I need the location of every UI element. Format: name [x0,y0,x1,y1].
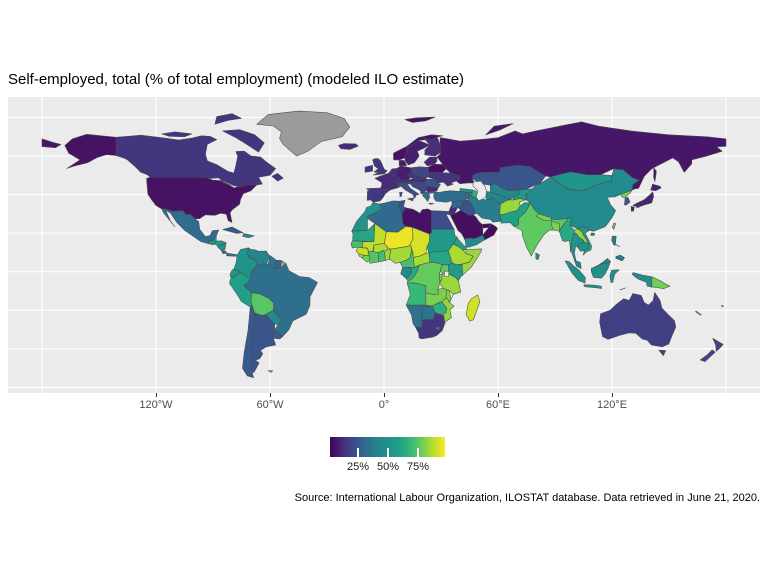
x-tick-label: 60°E [486,399,510,411]
country-nicaragua [217,242,227,251]
country-senegal [350,240,364,249]
country-greece [422,191,435,205]
country-japan [630,183,662,212]
country-papua-new-guinea [651,276,671,289]
country-madagascar [465,294,481,322]
country-saudi-arabia [450,209,484,241]
lake-caspian-sea [472,180,487,202]
country-burkina-faso [373,243,389,253]
country-cuba [222,226,244,234]
x-tick-mark [384,393,385,397]
country-south-korea [624,197,631,206]
legend-label: 50% [376,461,400,473]
legend-colorbar [330,437,445,457]
country-taiwan [611,222,617,230]
country-baltics [423,156,438,167]
country-canada [115,113,284,189]
country-balkans [409,180,428,195]
country-finland [423,136,442,157]
country-greenland [256,110,351,157]
country-ukraine [426,171,461,187]
country-egypt [431,210,455,230]
country-iceland [338,143,359,150]
country-gabon [400,267,412,280]
country-guinea [355,246,370,256]
country-iran [467,194,502,223]
country-botswana [421,305,436,320]
map-panel [8,97,760,393]
country-australia [599,292,677,357]
legend-tick [387,448,390,457]
country-lesotho [435,326,440,331]
country-paraguay [265,310,282,325]
country-sweden [404,139,430,166]
country-south-africa [415,312,446,340]
country-italy [397,181,420,202]
x-tick-mark [498,393,499,397]
x-tick-label: 120°E [596,399,628,411]
x-tick-mark [270,393,271,397]
country-ireland [364,164,373,173]
legend-tick [417,448,420,457]
country-malaysia [573,258,611,270]
country-czech-slovakia [406,173,428,180]
country-philippines [611,235,625,262]
x-tick-mark [612,393,613,397]
country-falkland-islands [267,370,274,373]
country-oman [482,223,498,240]
legend-tick [357,448,360,457]
country-liberia [361,255,371,263]
country-mongolia [550,171,613,192]
country-cameroon [399,246,415,268]
country-sri-lanka [535,252,540,261]
country-new-caledonia [695,310,702,316]
country-north-korea [620,189,633,199]
plot-title: Self-employed, total (% of total employm… [8,71,465,88]
country-uk [372,158,388,176]
source-caption: Source: International Labour Organizatio… [294,492,760,504]
x-tick-label: 60°W [256,399,284,411]
country-indonesia [564,260,653,291]
country-denmark [398,160,408,166]
country-guatemala [208,235,217,246]
country-vietnam [577,226,592,256]
legend-label: 75% [406,461,430,473]
country-fiji [720,305,724,308]
country-uruguay [272,329,283,340]
country-bangladesh [551,220,560,232]
country-uae [481,223,492,229]
country-belarus [427,164,447,174]
country-costa-rica [220,250,228,254]
country-rwanda-burundi [439,274,443,281]
world-map [8,97,760,393]
legend-label: 25% [346,461,370,473]
lake-great-lakes [208,177,239,189]
x-tick-label: 0° [378,399,390,411]
x-tick-mark [156,393,157,397]
country-nepal [535,213,552,221]
lake-lake-victoria [444,270,450,277]
country-cote-divoire [368,250,380,264]
country-hispaniola [242,233,255,239]
country-cambodia [577,242,589,252]
country-panama [226,252,238,257]
country-angola [405,282,427,306]
x-tick-label: 120°W [139,399,173,411]
country-argentina [250,312,276,373]
country-new-zealand [699,337,724,362]
